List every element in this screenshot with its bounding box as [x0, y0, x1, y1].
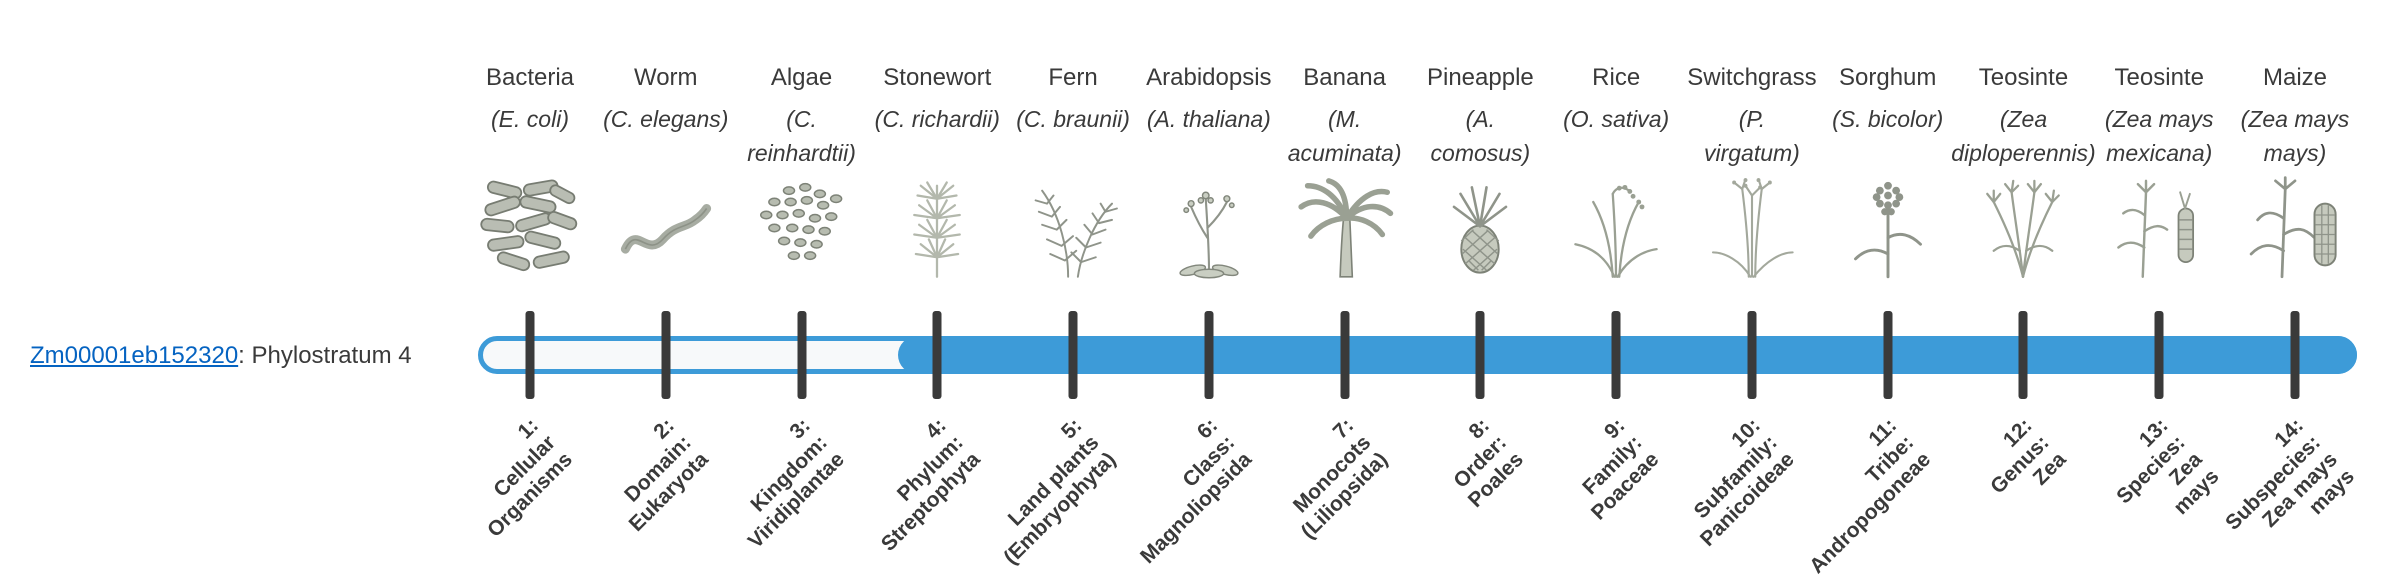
bacteria-icon	[478, 176, 582, 280]
organism-illustration	[915, 183, 961, 277]
phylostratum-label: 2: Domain: Eukaryota	[620, 414, 713, 537]
teosinte-diploperennis-icon	[1971, 176, 2075, 280]
species-scientific-name: (Zea diploperennis)	[1951, 106, 2096, 166]
organism-illustration	[1301, 181, 1390, 277]
organism-illustration	[625, 209, 706, 250]
organism-illustration	[2119, 181, 2194, 277]
worm-icon	[614, 176, 718, 280]
sorghum-icon	[1836, 176, 1940, 280]
phylostratum-tick	[1475, 311, 1485, 399]
timeline-bar-fill	[898, 336, 2357, 374]
species-common-name: Algae	[770, 64, 833, 91]
phylostratum-tick	[1068, 311, 1078, 399]
phylostratum-label: 7: Monocots (Liliopsida)	[1288, 414, 1392, 544]
organism-illustration	[1454, 187, 1506, 272]
phylostratum-tick	[2290, 311, 2300, 399]
organism-illustration	[1179, 192, 1239, 277]
phylostratum-tick	[1340, 311, 1350, 399]
gene-label: Zm00001eb152320: Phylostratum 4	[30, 342, 412, 370]
arabidopsis-icon	[1157, 176, 1261, 280]
organism-illustration	[760, 184, 841, 260]
phylostratum-label: 1: Cellular Organisms	[483, 414, 578, 542]
species-scientific-name: (C. braunii)	[1016, 106, 1130, 132]
species-common-name: Switchgrass	[1687, 64, 1817, 91]
phylostratum-tick	[525, 311, 535, 399]
phylostratum-label: 5: Land plants (Embryophyta)	[999, 414, 1121, 569]
organism-illustration	[1988, 181, 2060, 277]
phylostratum-label: 3: Kingdom: Viridiplantae	[743, 414, 849, 554]
phylostratum-label: 13: Species: Zea mays	[2112, 414, 2224, 520]
species-common-name: Rice	[1592, 64, 1641, 91]
species-scientific-name: (A. thaliana)	[1146, 106, 1271, 132]
species-common-name: Arabidopsis	[1146, 64, 1272, 91]
phylostratum-label: 4: Phylum: Streptophyta	[876, 414, 985, 556]
species-common-name: Banana	[1303, 64, 1386, 91]
phylostratum-label: 8: Order: Poales	[1448, 414, 1528, 513]
organism-illustration	[1855, 182, 1920, 277]
teosinte-mexicana-icon	[2107, 176, 2211, 280]
banana-plant-icon	[1293, 176, 1397, 280]
species-scientific-name: (A. comosus)	[1430, 106, 1531, 166]
species-scientific-name: (M. acuminata)	[1287, 106, 1402, 166]
organism-illustration	[1713, 178, 1793, 277]
switchgrass-icon	[1700, 176, 1804, 280]
organism-illustration	[2251, 178, 2336, 277]
gene-phylostratum-text: : Phylostratum 4	[238, 342, 412, 369]
species-common-name: Sorghum	[1838, 64, 1937, 91]
phylostratum-label: 11: Tribe: Andropogoneae	[1804, 414, 1935, 579]
species-scientific-name: (Zea mays mexicana)	[2104, 106, 2214, 166]
phylostratum-tick	[797, 311, 807, 399]
species-common-name: Teosinte	[2114, 64, 2204, 91]
species-scientific-name: (O. sativa)	[1563, 106, 1670, 132]
species-scientific-name: (C. richardii)	[874, 106, 1000, 132]
species-common-name: Worm	[633, 64, 698, 91]
species-scientific-name: (P. virgatum)	[1703, 106, 1800, 166]
species-scientific-name: (Zea mays mays)	[2240, 106, 2350, 166]
phylostratum-label: 9: Family: Poaceae	[1578, 414, 1664, 525]
phylostratum-label: 12: Genus: Zea	[1986, 414, 2071, 499]
species-common-name: Maize	[2262, 64, 2328, 91]
phylostratum-tick	[1883, 311, 1893, 399]
species-common-name: Teosinte	[1978, 64, 2069, 91]
organism-illustration	[481, 179, 578, 271]
organism-illustration	[1036, 191, 1117, 277]
phylostratum-tick	[932, 311, 942, 399]
phylostratum-tick	[1611, 311, 1621, 399]
phylostratum-label: 6: Class: Magnoliopsida	[1135, 414, 1257, 569]
phylostratum-tick	[2018, 311, 2028, 399]
organism-illustration	[1576, 185, 1657, 277]
rice-plant-icon	[1564, 176, 1668, 280]
phylostratum-tick	[1747, 311, 1757, 399]
maize-plant-icon	[2243, 176, 2347, 280]
phylostratum-label: 14: Subspecies: Zea mays mays	[2221, 414, 2360, 535]
species-common-name: Bacteria	[485, 64, 575, 91]
species-scientific-name: (C. reinhardtii)	[747, 106, 856, 166]
species-common-name: Fern	[1048, 64, 1098, 91]
phylostratum-tick	[1204, 311, 1214, 399]
species-scientific-name: (S. bicolor)	[1832, 106, 1944, 132]
phylostratum-tick	[661, 311, 671, 399]
pineapple-icon	[1428, 176, 1532, 280]
species-common-name: Stonewort	[883, 64, 992, 91]
species-scientific-name: (C. elegans)	[603, 106, 729, 132]
phylostratum-tick	[2154, 311, 2164, 399]
species-scientific-name: (E. coli)	[491, 106, 569, 132]
fern-icon	[1021, 176, 1125, 280]
gene-link[interactable]: Zm00001eb152320	[30, 342, 239, 369]
algae-icon	[750, 176, 854, 280]
species-common-name: Pineapple	[1426, 64, 1534, 91]
stonewort-icon	[885, 176, 989, 280]
